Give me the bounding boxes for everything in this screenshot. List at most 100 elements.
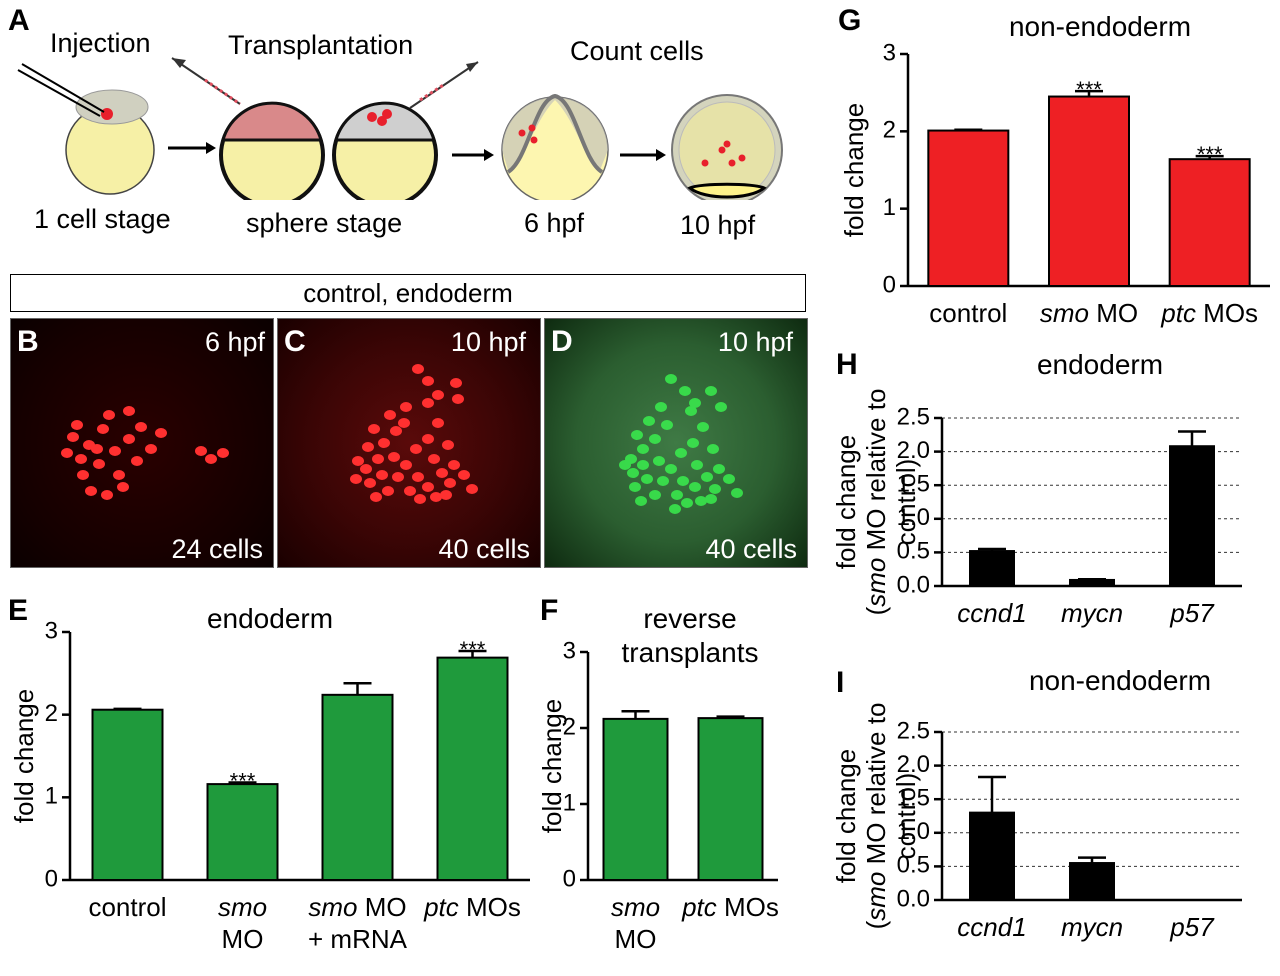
cell-dot xyxy=(440,490,452,500)
cell-dot xyxy=(195,446,207,456)
cell-dot xyxy=(410,444,422,454)
arrow-1 xyxy=(168,142,216,154)
cell-dot xyxy=(713,464,725,474)
cell-dot xyxy=(691,460,703,470)
category-label: mycn xyxy=(1061,912,1123,942)
y-tick-label: 0 xyxy=(45,865,58,892)
cell-dot xyxy=(390,426,402,436)
cell-dot xyxy=(466,484,478,494)
cell-dot xyxy=(123,434,135,444)
y-axis-label: fold change xyxy=(9,689,39,823)
y-tick-label: 0.0 xyxy=(897,885,930,912)
cell-dot xyxy=(91,444,103,454)
y-tick-label: 2.5 xyxy=(897,717,930,744)
stage-10hpf-label: 10 hpf xyxy=(680,210,756,240)
cell-dot xyxy=(432,418,444,428)
micrograph-c-count: 40 cells xyxy=(438,534,530,564)
cell-dot xyxy=(422,376,434,386)
panel-label-h: H xyxy=(836,348,858,381)
category-label: ptc MOs xyxy=(1160,298,1258,328)
cell-dot xyxy=(414,494,426,504)
y-tick-label: 3 xyxy=(45,617,58,644)
category-label: mycn xyxy=(1061,598,1123,628)
stage-1cell-label: 1 cell stage xyxy=(34,204,171,234)
y-tick-label: 1 xyxy=(563,789,576,816)
cell-dot xyxy=(422,482,434,492)
micrograph-c-time: 10 hpf xyxy=(450,327,526,357)
chart-title: reverse xyxy=(643,603,736,634)
cell-dot xyxy=(430,492,442,502)
category-label: ccnd1 xyxy=(957,598,1026,628)
category-label: MO xyxy=(615,924,657,954)
panel-label-b: B xyxy=(17,325,39,358)
cell-dot xyxy=(400,402,412,412)
y-tick-label: 0 xyxy=(563,865,576,892)
cell-dot xyxy=(376,470,388,480)
cell-dot xyxy=(388,452,400,462)
cell-dot xyxy=(103,410,115,420)
cell-dot xyxy=(701,472,713,482)
cell-dot xyxy=(352,456,364,466)
bar xyxy=(1169,445,1215,587)
cell-dot xyxy=(368,424,380,434)
panel-label-e: E xyxy=(8,594,29,627)
cell-dot xyxy=(85,486,97,496)
cell-dot xyxy=(649,434,661,444)
cell-dot xyxy=(350,474,362,484)
micrograph-c: C 10 hpf 40 cells xyxy=(277,318,541,568)
cell-dot xyxy=(655,402,667,412)
y-tick-label: 2.5 xyxy=(897,403,930,430)
cell-dot xyxy=(665,464,677,474)
sphere-host-drawing xyxy=(332,61,479,200)
cell-dot xyxy=(669,504,681,514)
y-axis-label: fold change xyxy=(537,699,567,833)
bar xyxy=(436,656,509,881)
cell-dot xyxy=(705,494,717,504)
category-label: ptc MOs xyxy=(423,892,521,922)
bar xyxy=(969,550,1015,587)
cell-dot xyxy=(723,474,735,484)
cell-dot xyxy=(681,498,693,508)
micrograph-b-time: 6 hpf xyxy=(204,327,265,357)
arrow-3 xyxy=(620,149,666,161)
bar xyxy=(1168,158,1251,288)
category-label: p57 xyxy=(1169,912,1215,942)
cell-dot xyxy=(382,486,394,496)
cell-dot xyxy=(643,416,655,426)
cell-dot xyxy=(657,476,669,486)
stage-sphere-label: sphere stage xyxy=(246,208,403,238)
cell-dot xyxy=(360,464,372,474)
bar xyxy=(321,693,394,882)
cell-dot xyxy=(109,446,121,456)
y-tick-label: 1.0 xyxy=(897,818,930,845)
sphere-donor-drawing xyxy=(171,57,325,200)
cell-dot xyxy=(637,460,649,470)
category-label: control xyxy=(929,298,1007,328)
cell-dot xyxy=(384,410,396,420)
cell-dot xyxy=(436,468,448,478)
schematic-illustration xyxy=(17,57,783,200)
cell-dot xyxy=(370,492,382,502)
chart-title: non-endoderm xyxy=(1009,11,1191,42)
cell-dot xyxy=(671,490,683,500)
y-tick-label: 1.5 xyxy=(897,785,930,812)
cell-dot xyxy=(362,442,374,452)
cell-dot xyxy=(685,406,697,416)
chart-title: non-endoderm xyxy=(1029,665,1211,696)
cell-dot xyxy=(627,468,639,478)
cell-dot xyxy=(448,460,460,470)
cell-dot xyxy=(412,472,424,482)
cell-dot xyxy=(442,440,454,450)
y-axis-label: fold change xyxy=(839,103,869,237)
cell-dot xyxy=(641,474,653,484)
ten-hpf-embryo-drawing xyxy=(671,94,783,200)
y-tick-label: 2.0 xyxy=(897,751,930,778)
y-tick-label: 0.5 xyxy=(897,852,930,879)
cell-dot xyxy=(695,496,707,506)
cell-dot xyxy=(689,398,701,408)
category-label: ccnd1 xyxy=(957,912,1026,942)
cell-dot xyxy=(653,456,665,466)
micrograph-d: D 10 hpf 40 cells xyxy=(544,318,808,568)
